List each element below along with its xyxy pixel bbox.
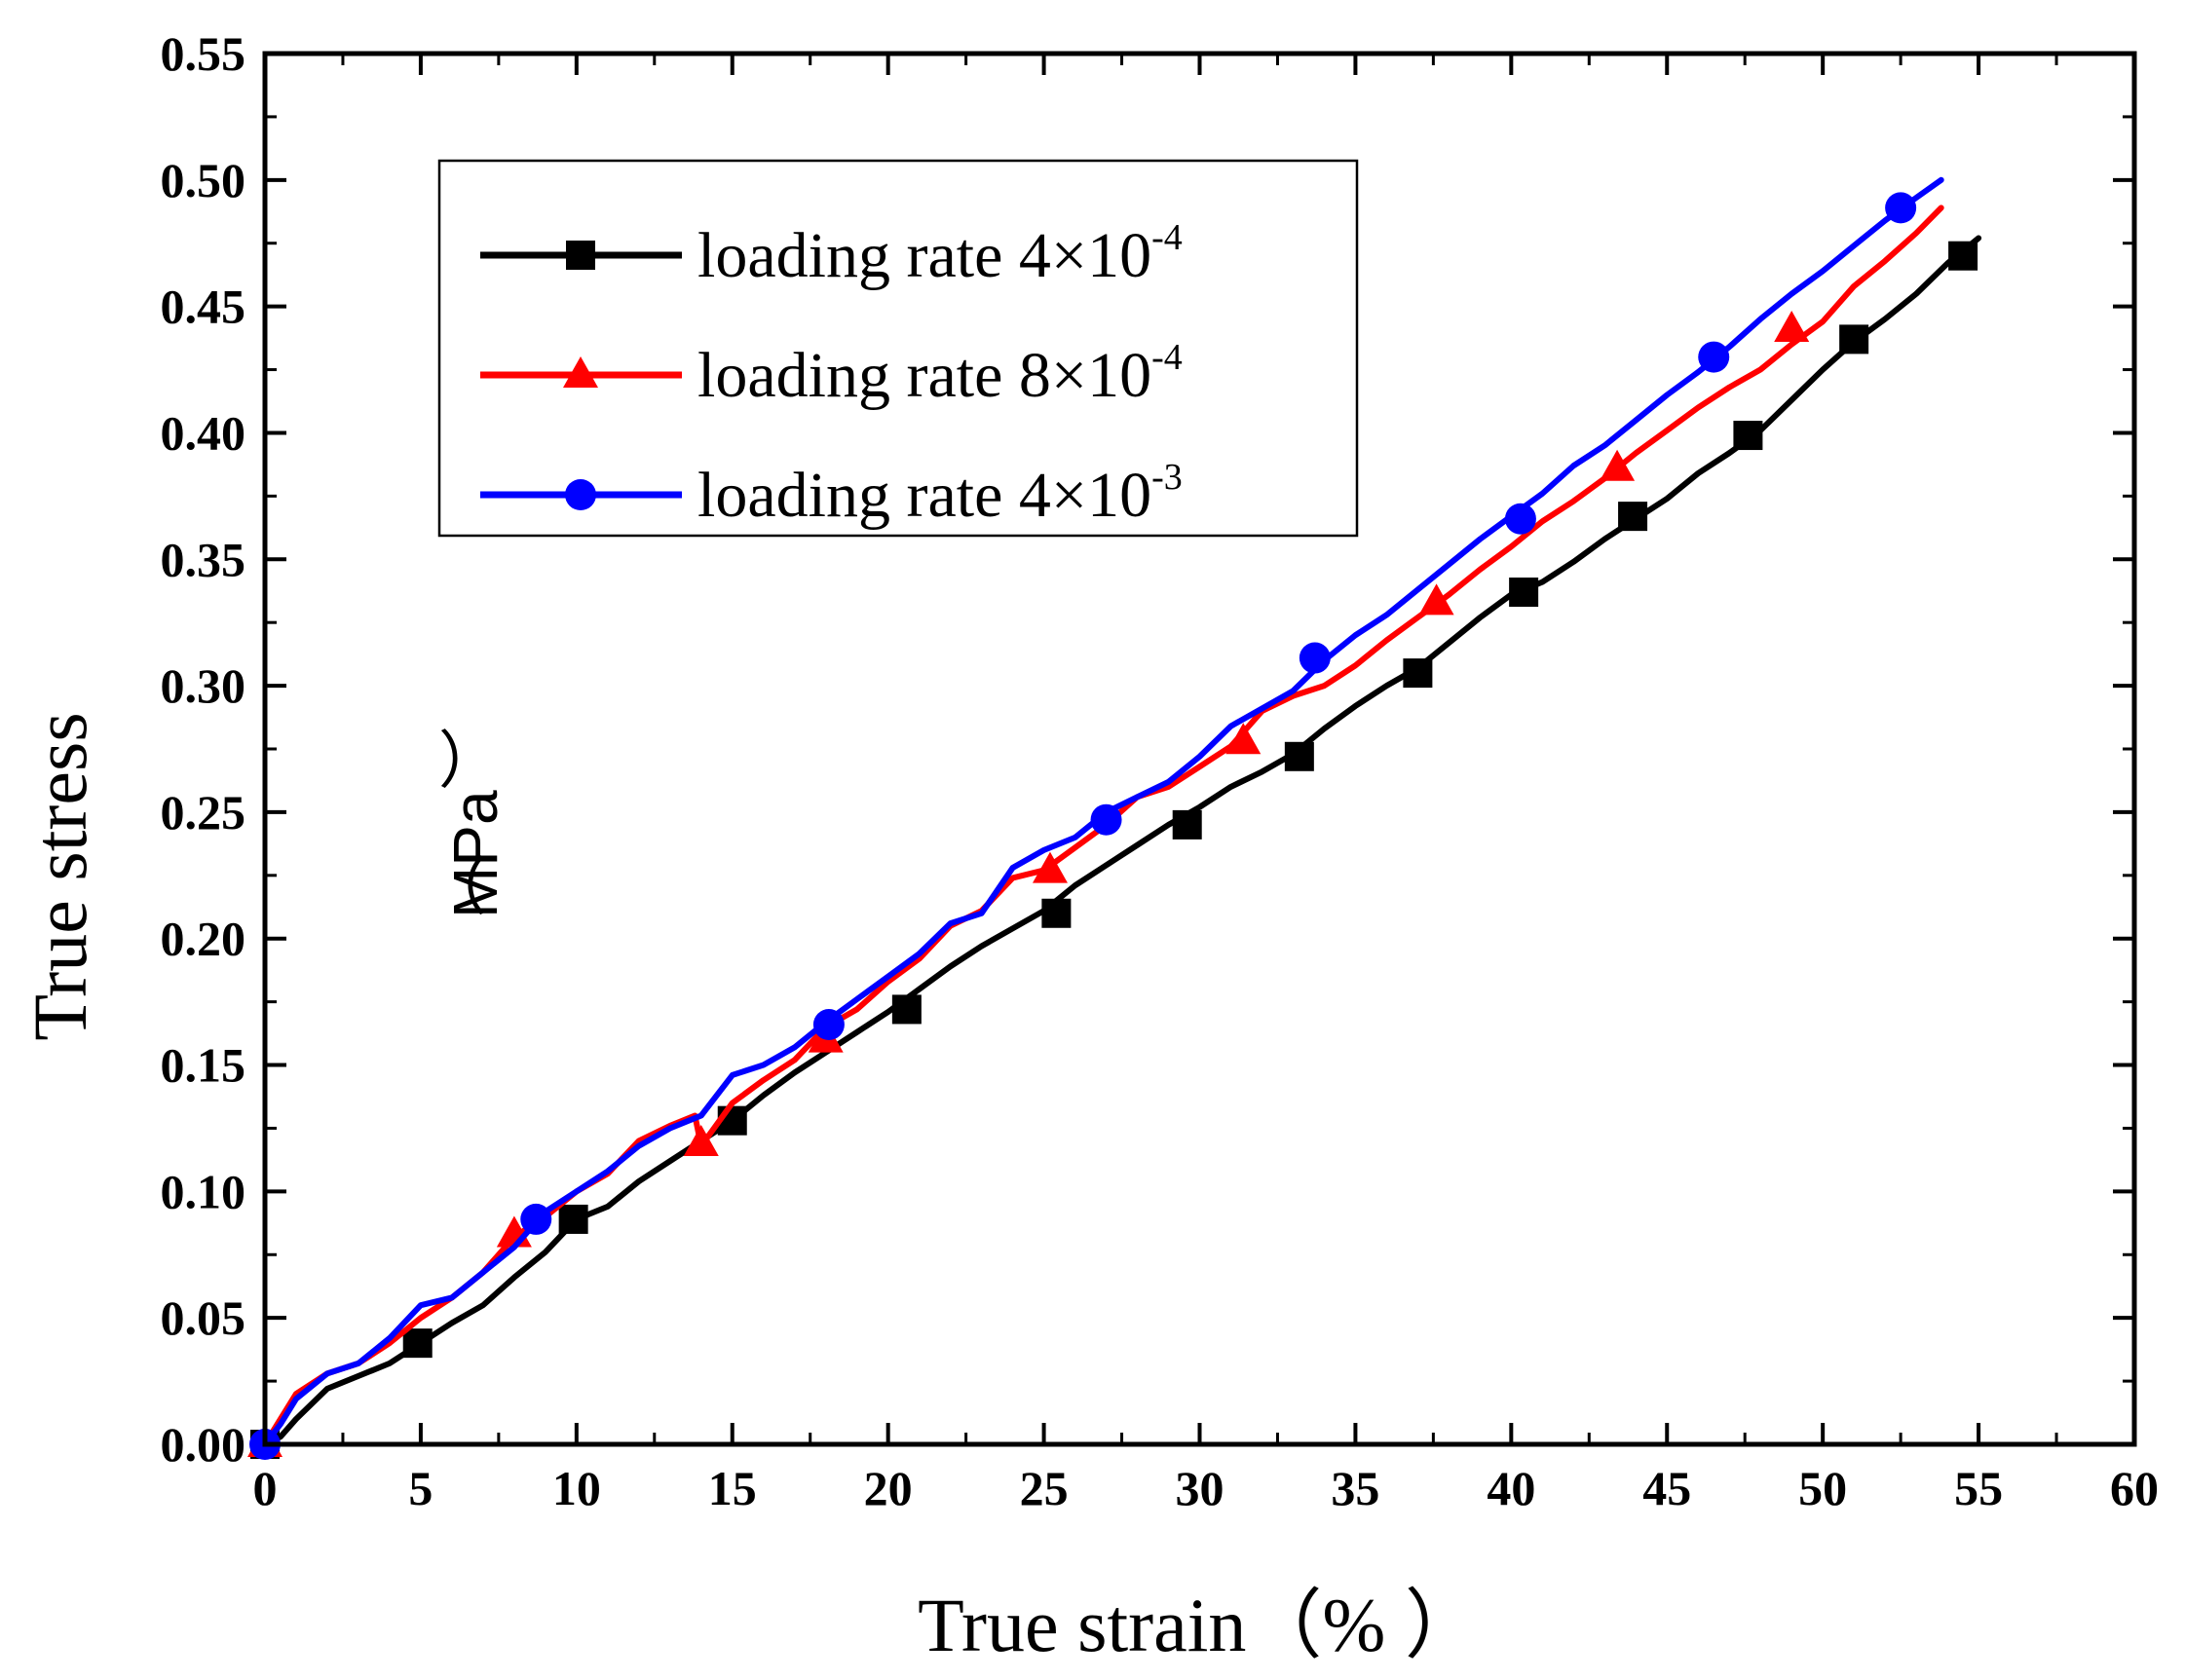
- legend-marker: [566, 241, 595, 270]
- legend-exponent: -4: [1151, 337, 1183, 378]
- y-tick-label: 0.00: [161, 1417, 246, 1472]
- x-tick-label: 20: [864, 1461, 913, 1515]
- legend-entry: loading rate 4×10-3: [480, 457, 1183, 531]
- y-tick-label: 0.55: [161, 26, 246, 81]
- data-point: [1618, 502, 1648, 532]
- series-line: [262, 235, 1982, 1447]
- series-line: [262, 205, 1944, 1447]
- legend-exponent: -3: [1151, 457, 1183, 498]
- data-point: [1948, 241, 1978, 271]
- data-point: [1698, 341, 1730, 373]
- data-point: [520, 1203, 552, 1235]
- legend-label: loading rate 4×10-4: [697, 217, 1183, 291]
- y-tick-label: 0.40: [161, 405, 246, 460]
- data-point: [1090, 803, 1122, 836]
- x-tick-label: 35: [1331, 1461, 1379, 1515]
- y-tick-label: 0.35: [161, 532, 246, 586]
- y-axis-unit-close-paren: ）: [438, 726, 501, 796]
- data-point: [402, 1328, 433, 1359]
- x-axis-title: True strain（% ）: [918, 1583, 1481, 1667]
- data-point: [1774, 311, 1810, 343]
- y-tick-label: 0.15: [161, 1038, 246, 1093]
- legend-marker: [565, 479, 596, 510]
- data-point: [1509, 578, 1539, 608]
- data-point: [1032, 851, 1068, 883]
- data-point: [558, 1204, 588, 1234]
- legend-box: [437, 159, 1359, 538]
- data-point: [1600, 449, 1636, 481]
- legend-entry: loading rate 4×10-4: [480, 217, 1183, 291]
- data-point: [1225, 723, 1262, 755]
- data-point: [1504, 503, 1536, 535]
- y-tick-label: 0.20: [161, 912, 246, 966]
- x-tick-label: 15: [708, 1461, 757, 1515]
- y-axis-unit: （ MPa ）: [425, 726, 510, 922]
- x-tick-label: 50: [1798, 1461, 1847, 1515]
- x-tick-label: 60: [2110, 1461, 2159, 1515]
- data-point: [1839, 324, 1869, 355]
- legend-exponent: -4: [1151, 217, 1183, 258]
- ticks-layer: 0 5 10 15 20 25 30 35 40 45 50 55 60 0.00 0.05 0.10 0.15…: [161, 26, 2160, 1515]
- legend-marker: [563, 356, 598, 388]
- data-point: [891, 994, 922, 1025]
- y-axis-title: True stress: [18, 712, 102, 1040]
- data-point: [1041, 898, 1072, 928]
- x-tick-label: 5: [408, 1461, 433, 1515]
- x-tick-label: 45: [1642, 1461, 1691, 1515]
- series-3: [249, 176, 1944, 1460]
- series-layer: [247, 176, 1982, 1460]
- y-tick-label: 0.45: [161, 280, 246, 334]
- data-point: [1403, 658, 1433, 689]
- legend-label: loading rate 4×10-3: [697, 457, 1183, 531]
- x-tick-label: 55: [1954, 1461, 2003, 1515]
- x-tick-label: 30: [1176, 1461, 1224, 1515]
- y-axis-unit-text: MPa: [440, 790, 510, 918]
- data-point: [1885, 192, 1917, 224]
- x-tick-label: 10: [552, 1461, 601, 1515]
- data-point: [1172, 809, 1202, 840]
- y-tick-label: 0.25: [161, 785, 246, 840]
- x-tick-label: 40: [1487, 1461, 1535, 1515]
- y-axis-unit-open-paren: （: [425, 852, 487, 922]
- data-point: [1733, 421, 1763, 451]
- y-tick-label: 0.05: [161, 1290, 246, 1345]
- legend-label: loading rate 8×10-4: [697, 337, 1183, 411]
- data-point: [1418, 583, 1454, 616]
- x-tick-label: 25: [1020, 1461, 1069, 1515]
- data-point: [812, 1009, 845, 1041]
- legend-entries: loading rate 4×10-4 loading rate 8×10-4 lo…: [480, 217, 1183, 531]
- legend-entry: loading rate 8×10-4: [480, 337, 1183, 411]
- data-point: [683, 1125, 719, 1157]
- y-tick-label: 0.50: [161, 153, 246, 207]
- data-point: [1284, 741, 1314, 771]
- x-tick-label: 0: [253, 1461, 278, 1515]
- series-line: [262, 176, 1944, 1447]
- legend: loading rate 4×10-4 loading rate 8×10-4 lo…: [437, 159, 1359, 538]
- y-tick-label: 0.30: [161, 658, 246, 713]
- y-tick-label: 0.10: [161, 1164, 246, 1218]
- data-point: [1299, 642, 1331, 674]
